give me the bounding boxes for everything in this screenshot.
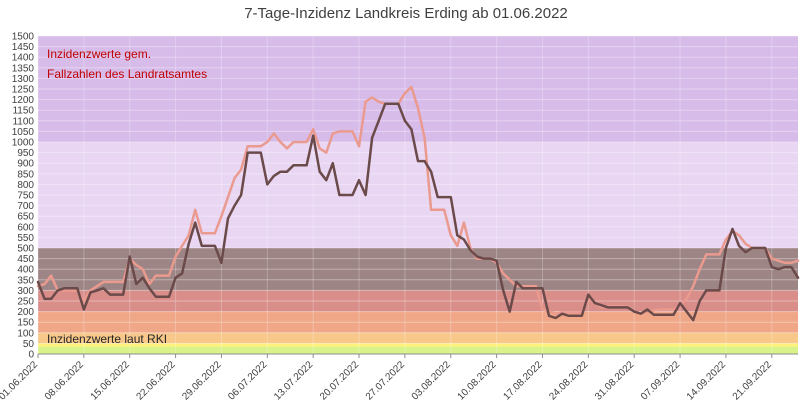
y-tick-label: 950 [17, 148, 34, 159]
y-tick-label: 700 [17, 201, 34, 212]
y-tick-label: 1400 [12, 53, 35, 64]
y-tick-label: 450 [17, 254, 34, 265]
x-tick-label: 01.06.2022 [0, 359, 40, 402]
band-7 [38, 36, 798, 142]
y-tick-label: 200 [17, 307, 34, 318]
y-tick-label: 300 [17, 286, 34, 297]
y-tick-label: 900 [17, 159, 34, 170]
band-2 [38, 332, 798, 344]
x-tick-label: 14.09.2022 [685, 359, 728, 402]
x-tick-label: 07.09.2022 [639, 359, 682, 402]
y-tick-label: 1350 [12, 63, 35, 74]
series-lines [36, 85, 800, 322]
annotation-landratsamt-line2: Fallzahlen des Landratsamtes [47, 67, 207, 81]
band-0 [38, 346, 798, 354]
x-tick-label: 15.06.2022 [89, 359, 132, 402]
y-tick-label: 400 [17, 265, 34, 276]
y-tick-label: 1300 [12, 74, 35, 85]
x-tick-label: 06.07.2022 [226, 359, 269, 402]
series-line-0 [36, 85, 800, 315]
y-tick-label: 1000 [12, 138, 35, 149]
x-tick-label: 21.09.2022 [731, 359, 774, 402]
x-tick-label: 08.06.2022 [43, 359, 86, 402]
y-tick-label: 1500 [12, 32, 35, 43]
x-tick-label: 24.08.2022 [547, 359, 590, 402]
y-tick-label: 750 [17, 191, 34, 202]
y-tick-label: 500 [17, 244, 34, 255]
band-5 [38, 248, 798, 291]
y-tick-label: 1250 [12, 85, 35, 96]
y-tick-label: 350 [17, 275, 34, 286]
x-tick-label: 17.08.2022 [501, 359, 544, 402]
y-tick-label: 150 [17, 318, 34, 329]
x-tick-label: 27.07.2022 [364, 359, 407, 402]
y-tick-label: 550 [17, 233, 34, 244]
y-tick-label: 800 [17, 180, 34, 191]
y-tick-label: 1450 [12, 42, 35, 53]
band-1 [38, 343, 798, 347]
y-tick-label: 600 [17, 222, 34, 233]
annotation-landratsamt-line1: Inzidenzwerte gem. [47, 47, 151, 61]
chart-title: 7-Tage-Inzidenz Landkreis Erding ab 01.0… [244, 5, 568, 22]
annotation-rki: Inzidenzwerte laut RKI [47, 332, 167, 346]
y-tick-label: 100 [17, 328, 34, 339]
series-line-1 [36, 102, 800, 322]
x-tick-label: 29.06.2022 [180, 359, 223, 402]
x-tick-label: 20.07.2022 [318, 359, 361, 402]
x-tick-label: 13.07.2022 [272, 359, 315, 402]
x-tick-label: 31.08.2022 [593, 359, 636, 402]
band-3 [38, 311, 798, 333]
y-tick-label: 1200 [12, 95, 35, 106]
y-tick-label: 50 [23, 339, 35, 350]
y-tick-label: 1100 [12, 116, 34, 127]
y-tick-label: 0 [28, 350, 34, 361]
y-tick-label: 250 [17, 297, 34, 308]
x-tick-label: 03.08.2022 [410, 359, 453, 402]
x-tick-label: 22.06.2022 [135, 359, 178, 402]
y-tick-label: 650 [17, 212, 34, 223]
x-tick-label: 10.08.2022 [456, 359, 499, 402]
y-axis-ticks: 0501001502002503003504004505005506006507… [12, 32, 35, 361]
y-tick-label: 1150 [12, 106, 34, 117]
x-axis-ticks: 01.06.2022 08.06.2022 15.06.2022 22.06.2022… [0, 353, 798, 403]
y-tick-label: 1050 [12, 127, 35, 138]
y-tick-label: 850 [17, 169, 34, 180]
